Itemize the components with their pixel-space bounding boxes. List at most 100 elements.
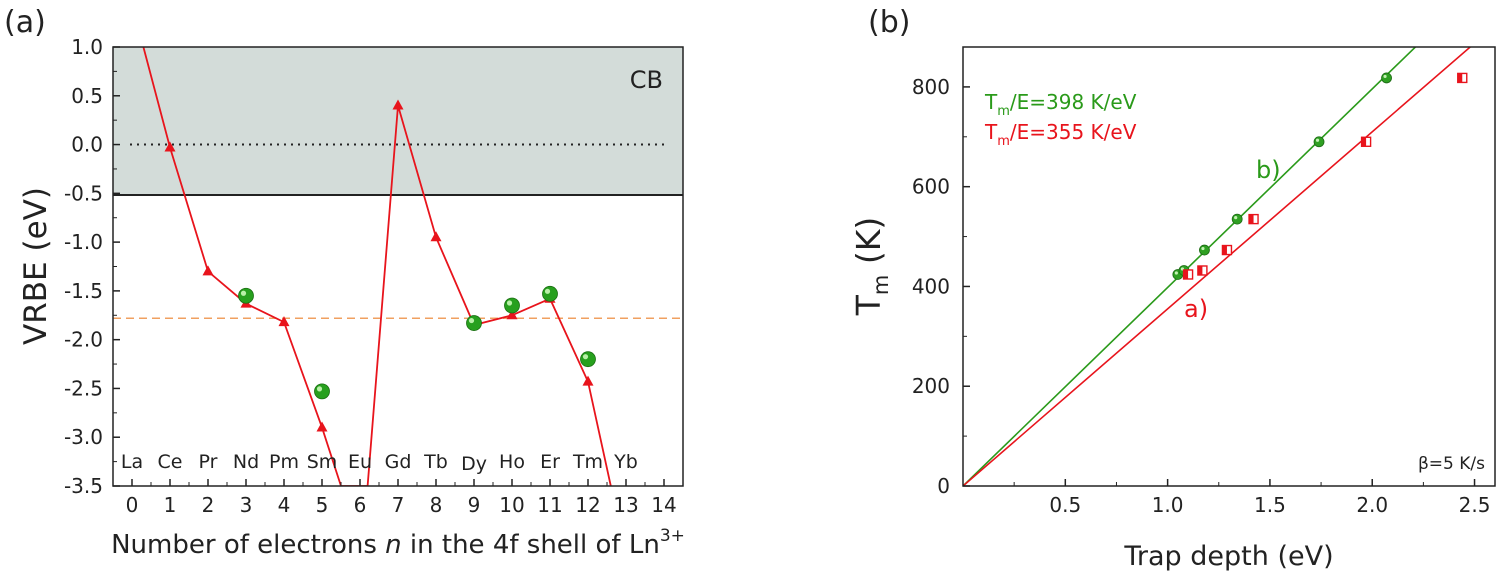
vrbe-triangle-point bbox=[506, 309, 518, 320]
panel-a-x-ticks: 0 1 2 3 4 5 6 7 8 9 10 11 12 13 14 bbox=[126, 479, 677, 517]
panel-b-y-ticks: 0 200 400 600 800 bbox=[912, 75, 970, 498]
x-tick-label: 8 bbox=[430, 493, 443, 517]
x-tick-label: 12 bbox=[575, 493, 600, 517]
x-tick-label: 1.0 bbox=[1152, 493, 1184, 517]
green-data-point bbox=[1199, 244, 1210, 256]
sphere-highlight bbox=[582, 354, 589, 360]
band-label: CB bbox=[630, 66, 663, 94]
y-tick-label: -3.5 bbox=[64, 474, 103, 498]
vrbe-triangle-point bbox=[278, 316, 290, 327]
legend-red-t: T bbox=[984, 120, 998, 144]
point-highlight bbox=[1201, 246, 1205, 251]
green-sphere-point bbox=[504, 297, 520, 314]
vrbe-line bbox=[142, 47, 612, 486]
ion-label-la: La bbox=[121, 451, 143, 473]
sphere-highlight bbox=[240, 290, 247, 296]
red-point-half-fill bbox=[1222, 245, 1227, 255]
ion-label-er: Er bbox=[540, 451, 560, 473]
panel-b-x-axis-label: Trap depth (eV) bbox=[1123, 541, 1333, 572]
legend-red: Tm/E=355 K/eV bbox=[984, 120, 1137, 149]
x-tick-label: 13 bbox=[613, 493, 638, 517]
red-point-half-fill bbox=[1457, 73, 1463, 83]
x-tick-label: 2 bbox=[202, 493, 215, 517]
point-highlight bbox=[1315, 138, 1320, 142]
red-point-half-fill bbox=[1183, 269, 1189, 279]
sphere-highlight bbox=[506, 300, 513, 306]
panel-a-marks bbox=[142, 47, 612, 486]
x-tick-label: 1.5 bbox=[1254, 493, 1286, 517]
green-data-point bbox=[1231, 213, 1243, 225]
conduction-band-region bbox=[113, 47, 683, 195]
vrbe-triangle-point bbox=[392, 99, 404, 110]
red-point-half-fill bbox=[1361, 137, 1367, 147]
panel-b-marks bbox=[963, 47, 1472, 486]
green-sphere-point bbox=[238, 287, 254, 304]
x-tick-label: 14 bbox=[651, 493, 676, 517]
x-label-italic: n bbox=[385, 530, 401, 560]
y-tick-label: -2.0 bbox=[64, 328, 103, 352]
y-tick-label: -3.0 bbox=[64, 425, 103, 449]
y-label-sub: m bbox=[869, 275, 893, 295]
x-tick-label: 3 bbox=[240, 493, 253, 517]
red-fit-line bbox=[963, 47, 1472, 486]
y-tick-label: -2.5 bbox=[64, 376, 103, 400]
x-tick-label: 0 bbox=[126, 493, 139, 517]
ion-label-yb: Yb bbox=[613, 451, 638, 473]
heating-rate-label: β=5 K/s bbox=[1418, 454, 1485, 474]
ion-label-ce: Ce bbox=[158, 451, 183, 473]
x-tick-label: 1 bbox=[164, 493, 177, 517]
y-tick-label: 800 bbox=[912, 75, 950, 99]
point-highlight bbox=[1234, 216, 1238, 220]
ion-label-dy: Dy bbox=[461, 453, 487, 475]
point-highlight bbox=[1174, 271, 1178, 275]
series-b-label: b) bbox=[1256, 156, 1281, 184]
green-sphere-point bbox=[466, 315, 482, 331]
panel-b-frame bbox=[962, 46, 1496, 487]
green-sphere-point bbox=[542, 285, 558, 302]
x-tick-label: 5 bbox=[316, 493, 329, 517]
x-tick-label: 6 bbox=[354, 493, 367, 517]
x-tick-label: 2.5 bbox=[1459, 493, 1491, 517]
ion-label-pr: Pr bbox=[199, 451, 218, 473]
panel-a: (a) CB La Ce Pr Nd Pm Sm Eu Gd Tb Dy Ho Er Tm Yb 1.0 0… bbox=[4, 5, 685, 560]
ion-label-pm: Pm bbox=[269, 451, 299, 473]
vrbe-triangle-point bbox=[202, 265, 214, 276]
y-tick-label: -1.5 bbox=[64, 279, 103, 303]
y-tick-label: 0.5 bbox=[71, 84, 103, 108]
green-sphere-point bbox=[314, 383, 330, 400]
panel-b-x-ticks: 0.5 1.0 1.5 2.0 2.5 bbox=[1013, 479, 1491, 517]
legend-green: Tm/E=398 K/eV bbox=[984, 90, 1137, 119]
x-tick-label: 11 bbox=[537, 493, 562, 517]
x-tick-label: 10 bbox=[499, 493, 524, 517]
y-tick-label: 1.0 bbox=[71, 35, 103, 59]
sphere-highlight bbox=[544, 288, 551, 294]
ion-label-tb: Tb bbox=[423, 451, 448, 473]
x-tick-label: 0.5 bbox=[1049, 493, 1081, 517]
x-tick-label: 7 bbox=[392, 493, 405, 517]
panel-a-x-axis-label: Number of electrons n in the 4f shell of… bbox=[111, 526, 685, 560]
ion-label-tm: Tm bbox=[572, 451, 603, 473]
green-fit-line bbox=[963, 47, 1417, 486]
y-tick-label: -1.0 bbox=[64, 230, 103, 254]
x-label-rest: in the 4f shell of Ln bbox=[402, 530, 660, 560]
vrbe-triangle-point bbox=[164, 141, 176, 152]
x-tick-label: 2.0 bbox=[1356, 493, 1388, 517]
sphere-highlight bbox=[316, 386, 323, 392]
ion-label-sm: Sm bbox=[307, 451, 338, 473]
x-label-main: Number of electrons bbox=[111, 530, 385, 560]
legend-green-sub: m bbox=[997, 104, 1010, 119]
ion-label-nd: Nd bbox=[233, 451, 259, 473]
x-tick-label: 9 bbox=[468, 493, 481, 517]
ion-label-ho: Ho bbox=[499, 451, 525, 473]
ion-label-gd: Gd bbox=[385, 451, 412, 473]
red-point-half-fill bbox=[1197, 265, 1203, 275]
legend-red-sub: m bbox=[997, 134, 1010, 149]
legend-green-t: T bbox=[984, 90, 998, 114]
point-highlight bbox=[1383, 74, 1387, 79]
y-tick-label: 600 bbox=[912, 175, 950, 199]
y-tick-label: -0.5 bbox=[64, 181, 103, 205]
panel-b: (b) 0 200 400 600 800 0.5 1.0 1.5 2.0 2.5 Tm/E=3… bbox=[849, 5, 1496, 572]
red-point-half-fill bbox=[1249, 214, 1254, 224]
ion-labels: La Ce Pr Nd Pm Sm Eu Gd Tb Dy Ho Er Tm Yb bbox=[121, 451, 638, 475]
series-a-label: a) bbox=[1184, 295, 1208, 323]
